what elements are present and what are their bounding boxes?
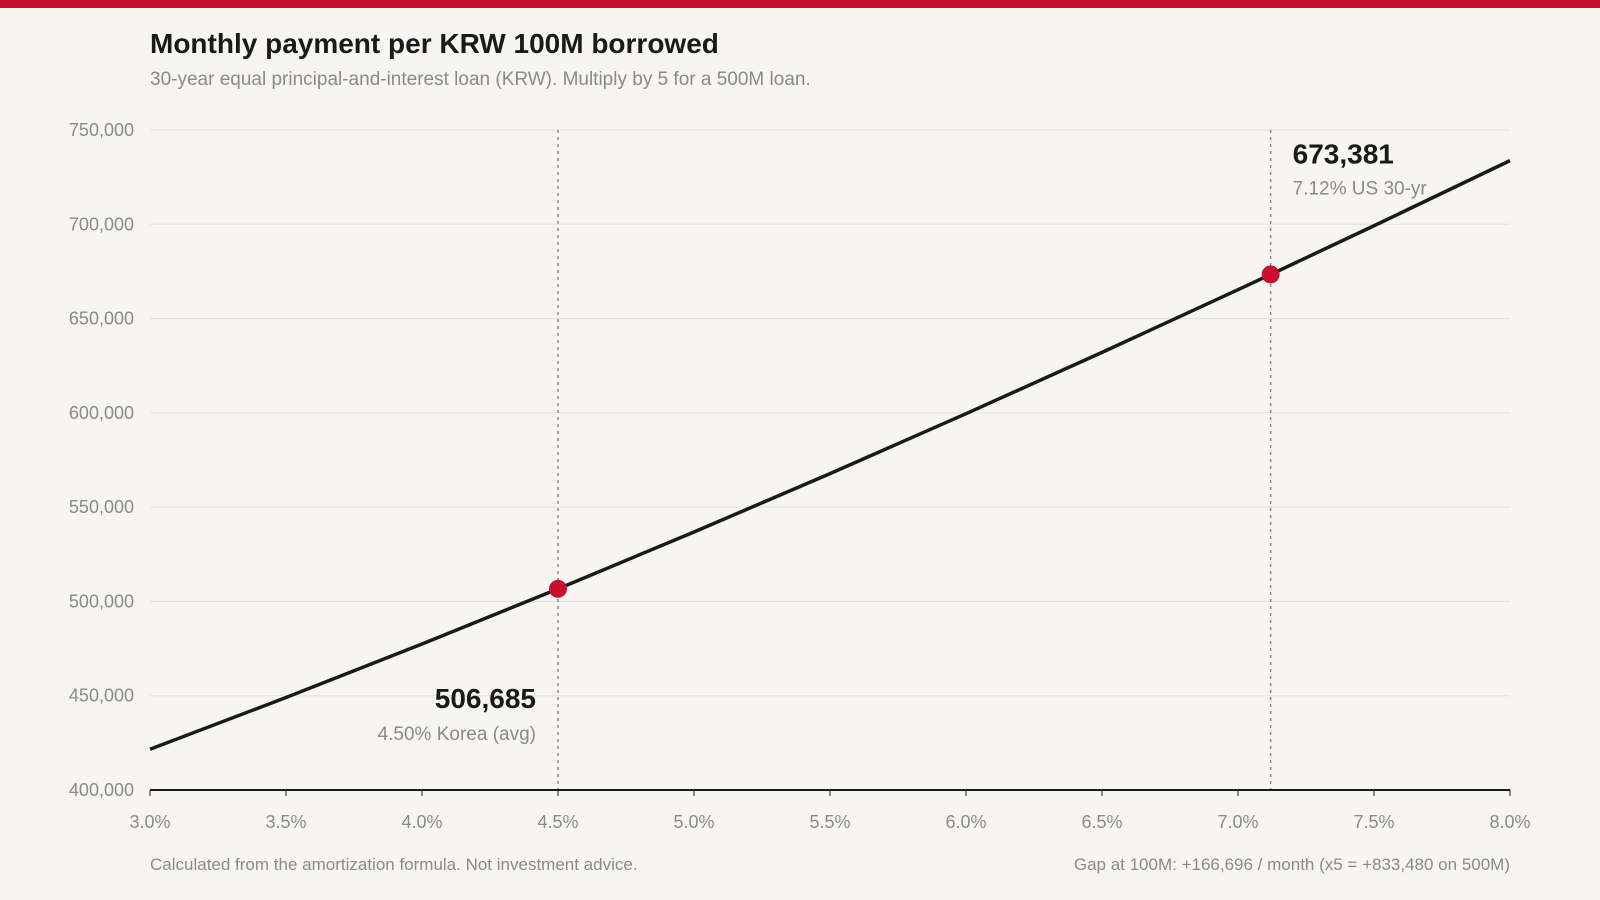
x-tick-label: 5.5% — [809, 812, 850, 832]
y-tick-label: 650,000 — [69, 309, 134, 329]
y-tick-label: 500,000 — [69, 591, 134, 611]
y-tick-label: 400,000 — [69, 780, 134, 800]
x-tick-label: 7.5% — [1353, 812, 1394, 832]
x-tick-label: 4.0% — [401, 812, 442, 832]
y-tick-label: 450,000 — [69, 686, 134, 706]
x-tick-label: 7.0% — [1217, 812, 1258, 832]
footer-gap-note: Gap at 100M: +166,696 / month (x5 = +833… — [1073, 855, 1510, 874]
annotation-text-label: 7.12% US 30-yr — [1293, 178, 1428, 199]
x-tick-label: 6.0% — [945, 812, 986, 832]
series-line — [149, 159, 1511, 751]
x-tick-label: 8.0% — [1489, 812, 1530, 832]
annotation-labels: 506,685 4.50% Korea (avg) 673,381 7.12% US … — [378, 138, 1428, 744]
annotation-value-label: 506,685 — [435, 683, 536, 714]
x-tick-label: 5.0% — [673, 812, 714, 832]
y-tick-label: 750,000 — [69, 120, 134, 140]
annotation-text-label: 4.50% Korea (avg) — [378, 724, 536, 745]
chart-title: Monthly payment per KRW 100M borrowed — [150, 28, 719, 59]
y-tick-label: 600,000 — [69, 403, 134, 423]
top-accent-bar — [0, 0, 1600, 8]
annotation-points — [549, 265, 1280, 598]
y-tick-label: 700,000 — [69, 214, 134, 234]
x-tick-label: 3.5% — [265, 812, 306, 832]
x-tick-label: 3.0% — [129, 812, 170, 832]
x-tick-label: 4.5% — [537, 812, 578, 832]
x-tick-label: 6.5% — [1081, 812, 1122, 832]
series-line-layer — [149, 159, 1511, 751]
chart-subtitle: 30-year equal principal-and-interest loa… — [150, 69, 811, 90]
grid-lines — [150, 129, 1510, 697]
axes: 400,000 450,000 500,000 550,000 600,000 650,0… — [69, 120, 1531, 832]
annotation-point — [549, 579, 567, 598]
annotation-value-label: 673,381 — [1293, 138, 1394, 169]
annotation-guides — [557, 130, 1272, 790]
y-tick-label: 550,000 — [69, 497, 134, 517]
annotation-point — [1261, 265, 1280, 284]
footer-note: Calculated from the amortization formula… — [150, 855, 638, 874]
